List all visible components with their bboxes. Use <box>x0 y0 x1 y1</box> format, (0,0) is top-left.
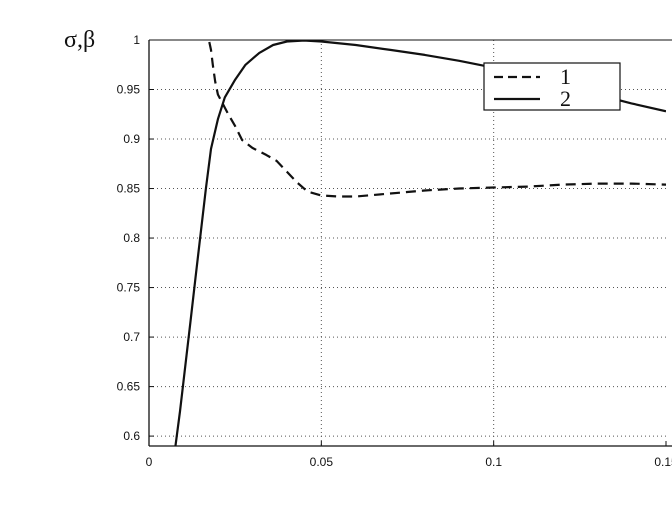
tick-labels: 1 0.95 0.9 0.85 0.8 0.75 0.7 0.65 0.6 0 0.05 0.1 0.1… <box>117 33 672 469</box>
x-tick-label: 0.05 <box>310 455 334 469</box>
y-tick-label: 0.85 <box>117 182 141 196</box>
y-tick-label: 0.75 <box>117 281 141 295</box>
y-tick-label: 0.8 <box>123 231 140 245</box>
y-tick-label: 1 <box>133 33 140 47</box>
legend-label-series-2: 2 <box>560 86 571 111</box>
legend-label-series-1: 1 <box>560 64 571 89</box>
legend-box <box>483 62 621 111</box>
y-tick-label: 0.7 <box>123 330 140 344</box>
y-tick-label: 0.9 <box>123 132 140 146</box>
y-axis-label: σ,β <box>64 27 95 53</box>
axes <box>148 39 672 447</box>
y-tick-label: 0.95 <box>117 83 141 97</box>
y-tick-label: 0.6 <box>123 429 140 443</box>
x-tick-label: 0.15 <box>654 455 672 469</box>
x-tick-label: 0 <box>146 455 153 469</box>
legend: 1 2 <box>483 62 621 111</box>
x-tick-label: 0.1 <box>485 455 502 469</box>
y-tick-label: 0.65 <box>117 380 141 394</box>
series-line-1 <box>208 41 666 198</box>
